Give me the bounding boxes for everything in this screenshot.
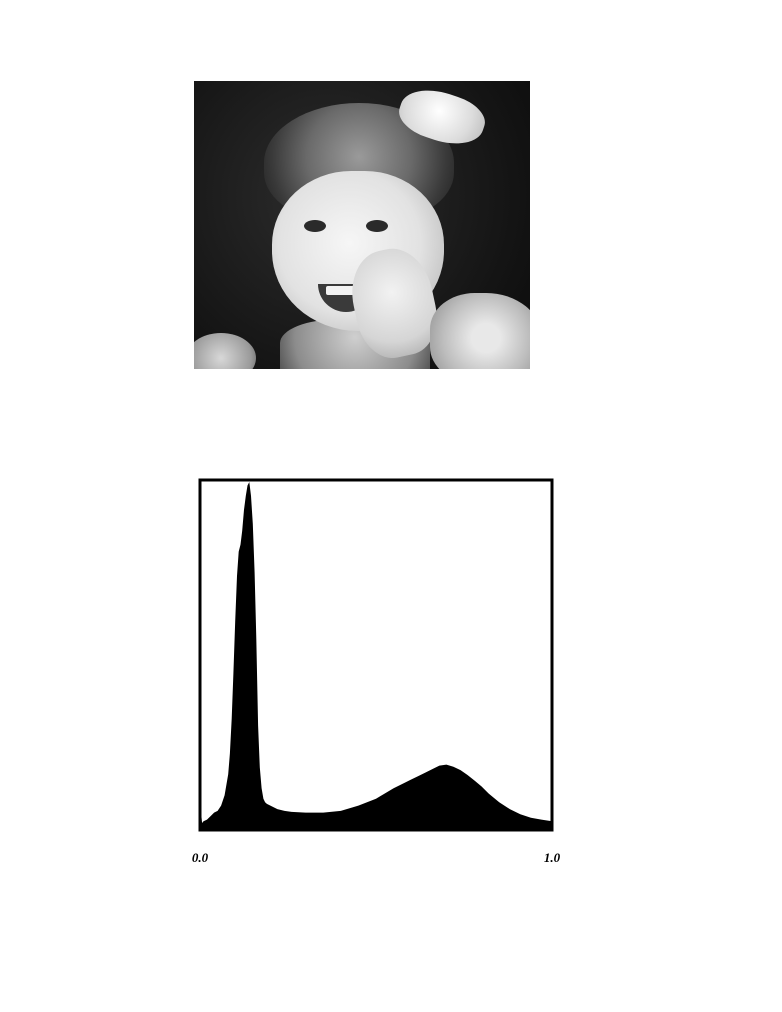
teeth	[326, 286, 366, 295]
lace-right	[430, 293, 530, 369]
lace-left	[194, 333, 256, 369]
histogram-area	[200, 482, 552, 830]
left-eye	[304, 220, 326, 232]
x-tick-min: 0.0	[192, 850, 209, 865]
portrait-photo	[194, 81, 530, 369]
right-eye	[366, 220, 388, 232]
histogram-chart: 0.0 1.0	[192, 478, 561, 865]
x-tick-max: 1.0	[544, 850, 561, 865]
